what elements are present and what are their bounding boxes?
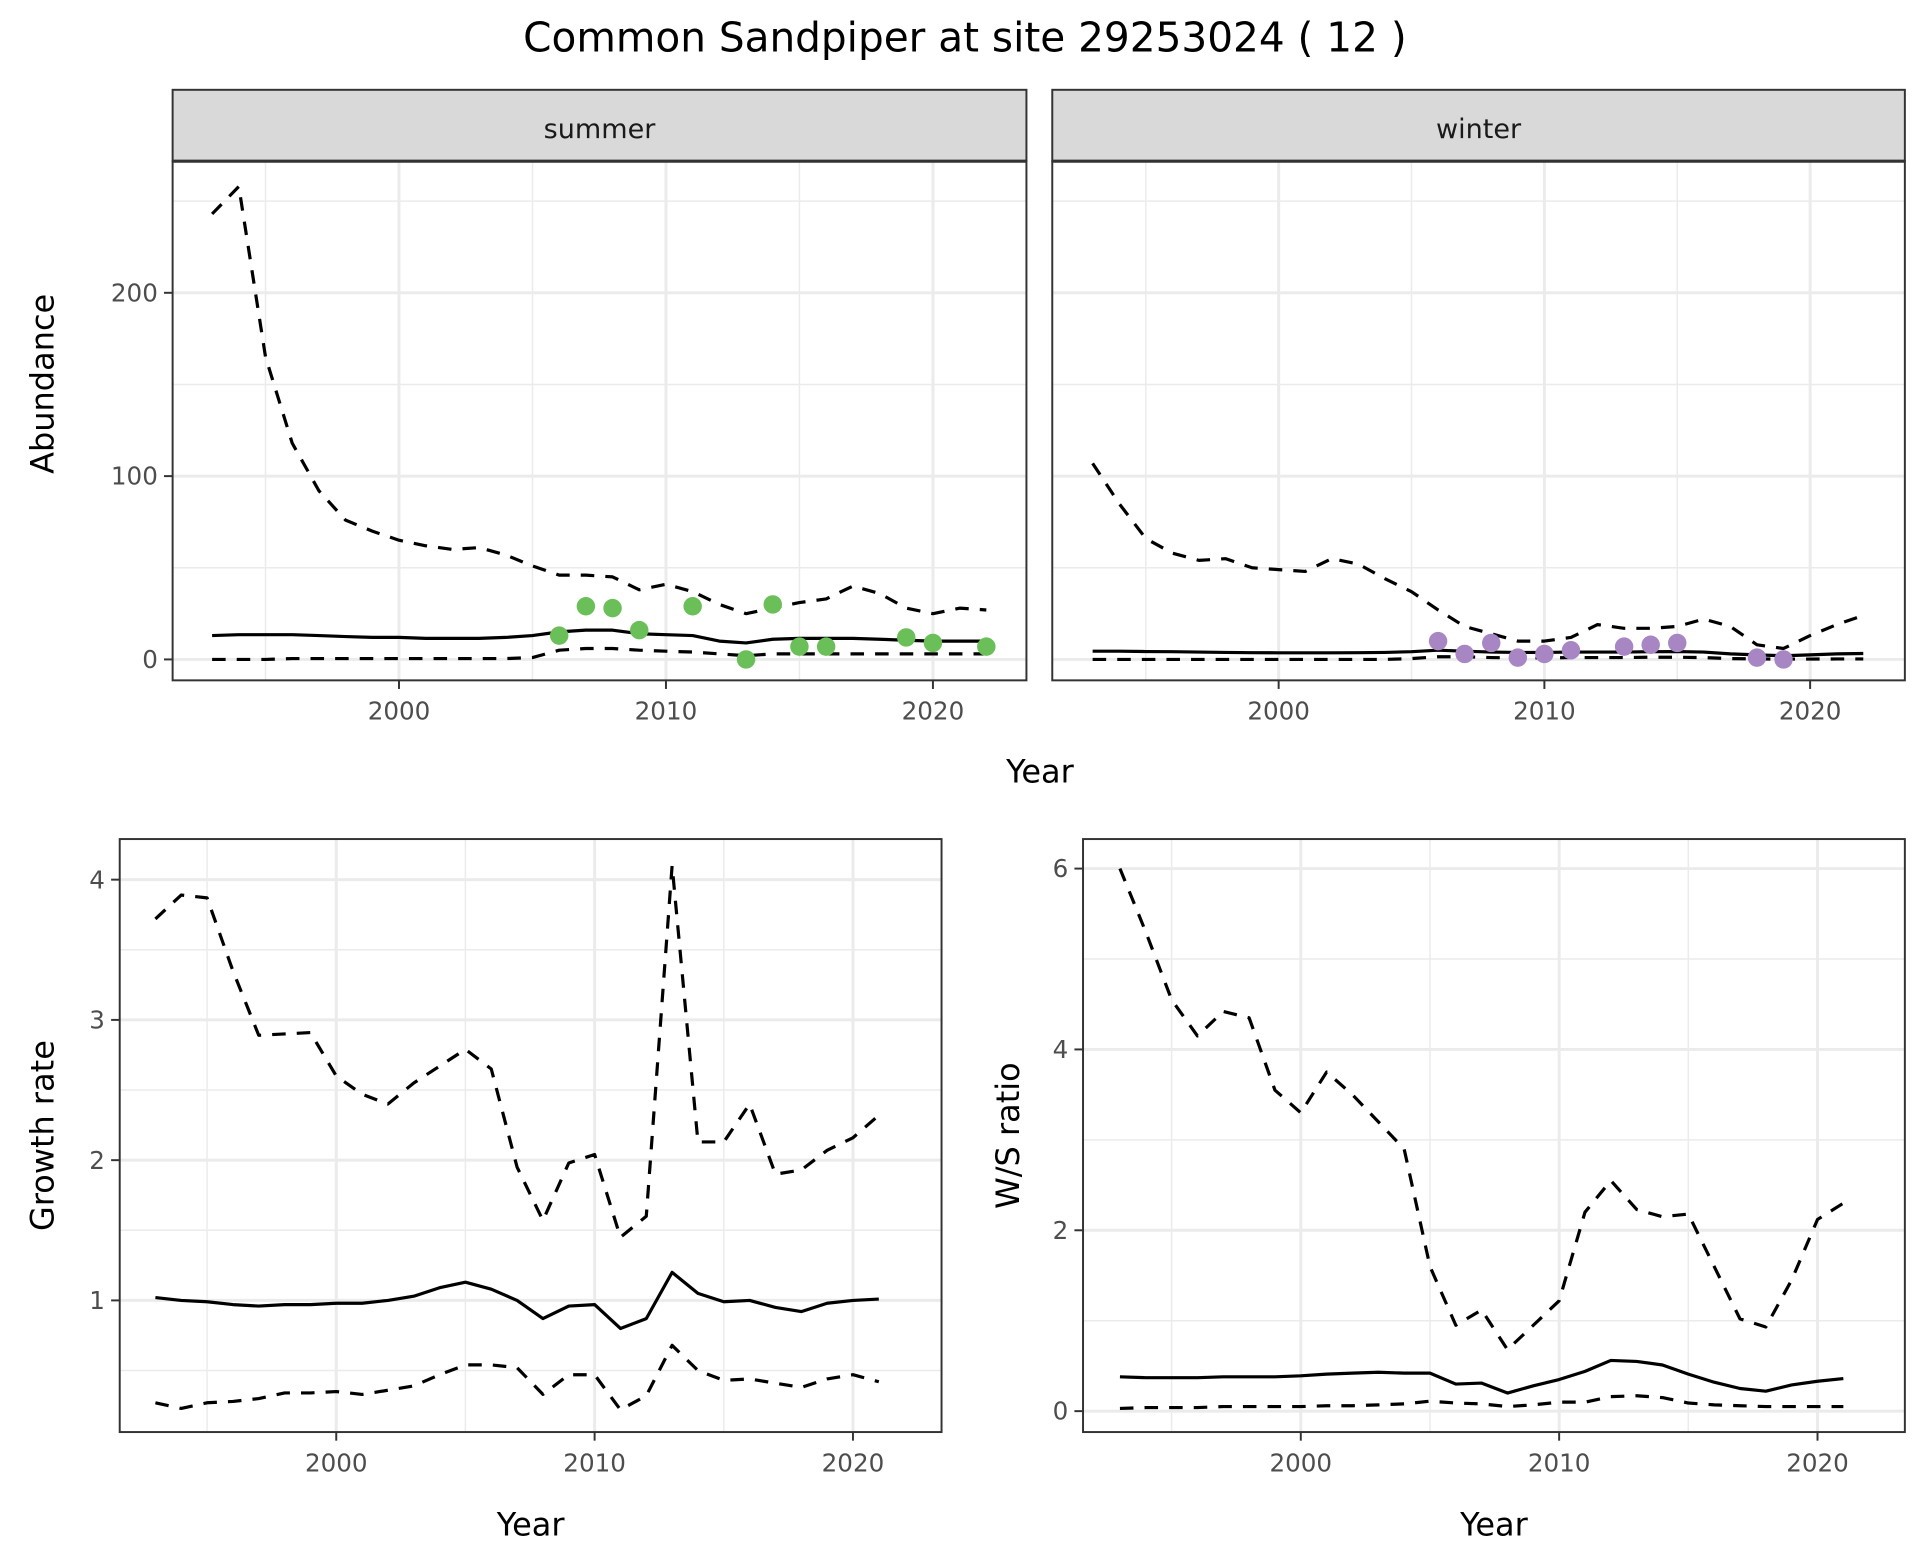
data-point xyxy=(816,637,836,656)
y-tick-label: 1 xyxy=(89,1286,105,1315)
y-axis-title: Abundance xyxy=(23,294,61,474)
y-tick-label: 200 xyxy=(111,278,158,307)
series-line-estimate xyxy=(155,1270,879,1331)
x-tick-label: 2010 xyxy=(1513,697,1576,726)
data-point xyxy=(683,597,702,616)
series-line-lower xyxy=(212,646,987,662)
x-tick-label: 2010 xyxy=(563,1448,626,1477)
facet-strip-label: winter xyxy=(1436,114,1522,145)
x-tick-label: 2010 xyxy=(635,697,698,726)
x-tick-label: 2000 xyxy=(305,1448,368,1477)
x-tick-label: 2010 xyxy=(1528,1448,1591,1477)
y-tick-label: 2 xyxy=(1053,1216,1069,1245)
y-tick-label: 4 xyxy=(1053,1035,1069,1064)
series-line-lower xyxy=(155,1343,880,1412)
plot-background xyxy=(119,839,942,1433)
x-tick-label: 2000 xyxy=(1269,1448,1332,1477)
data-point xyxy=(1428,631,1448,651)
series-line-estimate xyxy=(1119,1358,1844,1395)
panel-w-s-ratio: 2000 2010 2020 0 2 4 6 Year W/S ratio xyxy=(989,838,1906,1543)
data-point xyxy=(897,628,916,647)
data-point xyxy=(923,633,943,653)
data-point xyxy=(790,637,809,656)
data-point xyxy=(977,637,996,656)
panel-growth-rate: 2000 2010 2020 1 2 3 4 Year Growth rate xyxy=(23,838,943,1543)
x-tick-label: 2020 xyxy=(902,697,965,726)
data-point xyxy=(1508,648,1528,667)
data-point xyxy=(576,597,596,616)
series-line-lower xyxy=(1092,655,1864,662)
data-point xyxy=(1747,648,1767,667)
y-tick-label: 0 xyxy=(1053,1397,1069,1426)
y-axis-title: Growth rate xyxy=(23,1040,61,1231)
facet-strip xyxy=(1051,88,1906,163)
y-tick-label: 0 xyxy=(142,645,158,674)
data-point xyxy=(603,598,622,618)
data-point xyxy=(1614,637,1634,656)
y-tick-label: 2 xyxy=(89,1146,105,1175)
data-point xyxy=(763,595,782,614)
facet-strip xyxy=(171,88,1028,163)
plot-background xyxy=(1083,839,1905,1433)
series-line-upper xyxy=(154,864,880,1239)
data-point xyxy=(1455,644,1474,664)
data-point xyxy=(1774,650,1793,669)
x-axis-title: Year xyxy=(496,1505,566,1543)
data-point xyxy=(549,626,569,645)
y-tick-label: 6 xyxy=(1053,854,1069,883)
series-line-upper xyxy=(1091,462,1864,651)
x-tick-label: 2000 xyxy=(368,697,431,726)
y-tick-label: 3 xyxy=(89,1006,105,1035)
x-tick-label: 2020 xyxy=(1779,697,1842,726)
panel-border xyxy=(118,838,943,1434)
plot-background xyxy=(1052,161,1905,681)
data-point xyxy=(1535,644,1554,664)
y-axis-title: W/S ratio xyxy=(989,1062,1027,1209)
facet-strip-label: summer xyxy=(544,114,657,145)
series-line-estimate xyxy=(1092,648,1864,658)
panel-summer: summer 2000 2010 2020 0 100 200 Abundance xyxy=(23,88,1028,726)
data-point xyxy=(630,620,649,640)
panel-border xyxy=(1082,838,1906,1434)
x-tick-label: 2000 xyxy=(1247,697,1310,726)
panel-winter: winter 2000 2010 2020 xyxy=(1051,88,1906,726)
chart-title: Common Sandpiper at site 29253024 ( 12 ) xyxy=(523,14,1406,62)
data-point xyxy=(1668,633,1687,653)
x-tick-label: 2020 xyxy=(822,1448,885,1477)
data-point xyxy=(1641,635,1660,654)
x-axis-title: Year xyxy=(1005,752,1075,790)
y-tick-label: 100 xyxy=(111,462,158,491)
x-tick-label: 2020 xyxy=(1786,1448,1849,1477)
x-axis-title: Year xyxy=(1459,1505,1529,1543)
data-point xyxy=(1482,633,1501,653)
data-point xyxy=(736,650,756,669)
plot-background xyxy=(172,161,1027,681)
data-point xyxy=(1561,641,1581,660)
series-line-estimate xyxy=(212,628,987,645)
y-tick-label: 4 xyxy=(89,865,105,894)
